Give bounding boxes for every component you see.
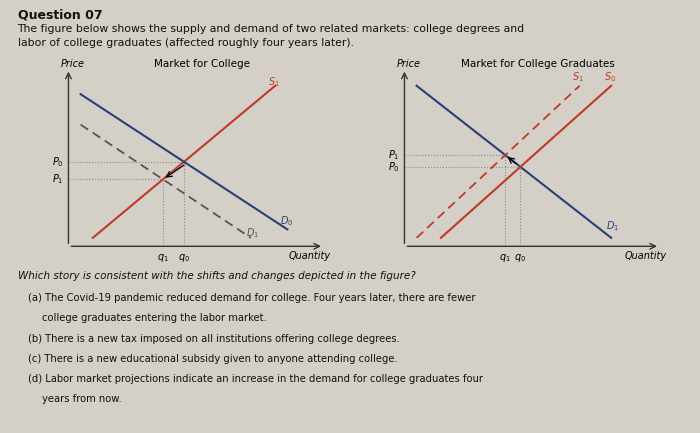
Text: $P_0$: $P_0$ [52,155,64,169]
Text: $q_1$: $q_1$ [157,252,169,264]
Text: $S_1$: $S_1$ [268,75,280,89]
Text: Price: Price [397,59,421,69]
Text: (c) There is a new educational subsidy given to anyone attending college.: (c) There is a new educational subsidy g… [28,354,398,364]
Text: Question 07: Question 07 [18,9,102,22]
Text: (b) There is a new tax imposed on all institutions offering college degrees.: (b) There is a new tax imposed on all in… [28,334,400,344]
Text: (d) Labor market projections indicate an increase in the demand for college grad: (d) Labor market projections indicate an… [28,374,483,384]
Text: college graduates entering the labor market.: college graduates entering the labor mar… [42,313,267,323]
Text: $D_1$: $D_1$ [606,219,620,233]
Text: Price: Price [61,59,85,69]
Text: Which story is consistent with the shifts and changes depicted in the figure?: Which story is consistent with the shift… [18,271,415,281]
Text: The figure below shows the supply and demand of two related markets: college deg: The figure below shows the supply and de… [18,24,524,34]
Text: $S_0$: $S_0$ [604,71,616,84]
Text: Market for College: Market for College [154,59,250,69]
Text: $S_1$: $S_1$ [573,71,584,84]
Text: years from now.: years from now. [42,394,122,404]
Text: labor of college graduates (affected roughly four years later).: labor of college graduates (affected rou… [18,38,354,48]
Text: Quantity: Quantity [625,251,667,262]
Text: $q_0$: $q_0$ [178,252,190,264]
Text: $P_1$: $P_1$ [52,172,64,186]
Text: $P_1$: $P_1$ [388,148,400,162]
Text: $D_1$: $D_1$ [246,226,259,239]
Text: Quantity: Quantity [289,251,331,262]
Text: $D_0$: $D_0$ [280,214,293,228]
Text: $q_0$: $q_0$ [514,252,526,264]
Text: (a) The Covid-19 pandemic reduced demand for college. Four years later, there ar: (a) The Covid-19 pandemic reduced demand… [28,293,475,303]
Text: $q_1$: $q_1$ [499,252,511,264]
Text: Market for College Graduates: Market for College Graduates [461,59,615,69]
Text: $P_0$: $P_0$ [388,160,400,174]
